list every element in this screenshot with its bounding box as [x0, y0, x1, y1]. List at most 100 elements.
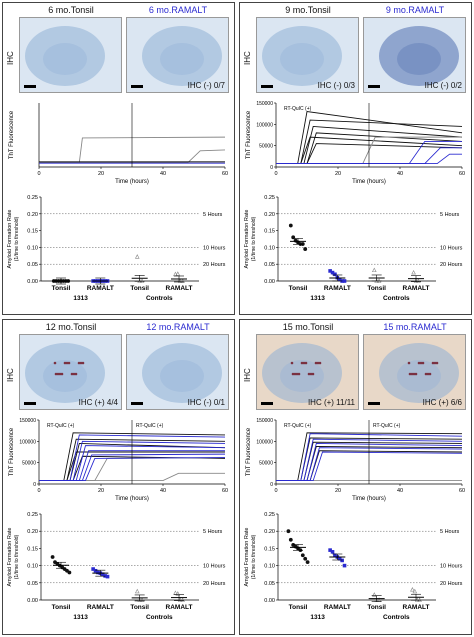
- data-point-ramalt: [91, 567, 95, 571]
- ramalt-tissue-svg: [142, 26, 222, 86]
- data-point-tonsil: [50, 555, 55, 559]
- y-tick-label: 0.00: [27, 598, 38, 604]
- x-axis-label: Time (hours): [115, 496, 149, 502]
- reference-label: 20 Hours: [203, 581, 226, 587]
- data-point-ramalt: [330, 550, 335, 554]
- series-line-ramalt: [276, 451, 463, 482]
- data-point-control: [137, 597, 142, 602]
- tonsil-ihc-image: IHC (+) 11/11: [256, 334, 359, 410]
- prp-deposit: [290, 361, 294, 365]
- data-point-control: [416, 278, 421, 283]
- ihc-result-label: IHC (-) 0/2: [424, 81, 462, 90]
- tissue-region: [25, 26, 105, 86]
- tonsil-tissue-svg: [25, 26, 105, 86]
- y-axis-label: ThT Fluorescence: [246, 110, 252, 159]
- y-tick-label: 0: [270, 165, 273, 171]
- prp-deposit: [293, 372, 297, 376]
- x-tick-label: 0: [274, 171, 277, 177]
- y-tick-label: 0.25: [264, 195, 275, 201]
- reference-label: 10 Hours: [203, 564, 226, 570]
- y-tick-label: 0: [270, 482, 273, 488]
- ramalt-tissue-svg: [379, 343, 459, 403]
- y-tick-label: 150000: [256, 101, 273, 107]
- prp-deposit: [300, 361, 304, 365]
- y-tick-label: 0.15: [264, 546, 275, 552]
- amyloid-rate-scatter: Amyloid Formation Rate (1/time to thresho…: [244, 512, 463, 621]
- tonsil-title: 9 mo.Tonsil: [285, 5, 331, 15]
- prp-deposit: [79, 361, 83, 365]
- category-label: Tonsil: [367, 285, 386, 292]
- y-tick-label: 0: [33, 482, 36, 488]
- prp-deposit: [419, 361, 423, 365]
- data-point-ramalt: [340, 558, 344, 563]
- y-tick-label: 50000: [259, 461, 273, 467]
- prp-deposit: [433, 361, 437, 365]
- prp-deposit: [414, 372, 418, 376]
- scale-bar: [131, 85, 143, 88]
- x-tick-label: 60: [459, 171, 465, 177]
- x-axis-label: Time (hours): [352, 496, 386, 502]
- data-point-control: [371, 267, 377, 273]
- ramalt-title: 9 mo.RAMALT: [385, 5, 445, 15]
- prp-deposit: [304, 361, 308, 365]
- data-point-control: [180, 278, 185, 283]
- y-tick-label: 0.25: [264, 512, 275, 518]
- ramalt-ihc-image: IHC (-) 0/7: [126, 17, 229, 93]
- data-point-control: [139, 278, 145, 283]
- category-label: RAMALT: [324, 604, 351, 611]
- prp-deposit: [316, 361, 320, 365]
- x-tick-label: 20: [98, 171, 104, 177]
- y-tick-label: 0.00: [264, 279, 275, 285]
- category-label: Tonsil: [52, 604, 71, 611]
- scale-bar: [24, 85, 36, 88]
- x-tick-label: 60: [459, 488, 465, 494]
- y-tick-label: 100000: [256, 439, 273, 445]
- category-label: Tonsil: [130, 604, 149, 611]
- y-tick-label: 100000: [19, 439, 36, 445]
- category-label: Tonsil: [289, 285, 308, 292]
- follicle-region: [43, 43, 87, 75]
- tonsil-tissue-svg: [25, 343, 105, 403]
- prp-deposit: [408, 372, 412, 376]
- tht-fluorescence-chart: ThT Fluorescence 0 20 40 60 0 50000 100000 15000…: [9, 418, 228, 502]
- tht-fluorescence-chart: ThT Fluorescence 0 20 40 60 0 50000 100000 15000…: [246, 101, 465, 185]
- data-point-ramalt: [105, 574, 110, 579]
- series-line-control: [39, 472, 225, 482]
- ihc-result-label: IHC (-) 0/1: [187, 398, 225, 407]
- prp-deposit: [58, 372, 62, 376]
- y-tick-label: 150000: [256, 418, 273, 424]
- ihc-result-label: IHC (+) 6/6: [422, 398, 462, 407]
- scale-bar: [368, 402, 380, 405]
- data-point-control: [180, 597, 185, 602]
- y-tick-label: 0.15: [27, 546, 38, 552]
- prp-deposit: [302, 361, 306, 365]
- scale-bar: [368, 85, 380, 88]
- ihc-result-label: IHC (-) 0/7: [187, 81, 225, 90]
- y-axis-label: Amyloid Formation Rate: [7, 210, 13, 269]
- follicle-region: [397, 43, 441, 75]
- category-label: RAMALT: [324, 285, 351, 292]
- group-label: Controls: [383, 295, 410, 302]
- scale-bar: [131, 402, 143, 405]
- prp-deposit: [67, 361, 71, 365]
- y-tick-label: 0.20: [27, 212, 38, 218]
- x-tick-label: 40: [160, 488, 166, 494]
- category-label: Tonsil: [289, 604, 308, 611]
- prp-deposit: [295, 372, 299, 376]
- data-point-control: [134, 588, 140, 594]
- ihc-side-label: IHC: [243, 368, 252, 382]
- prp-deposit: [426, 372, 430, 376]
- reference-label: 20 Hours: [440, 581, 463, 587]
- data-point-control: [412, 588, 418, 594]
- data-point-ramalt: [342, 279, 347, 283]
- scale-bar: [261, 85, 273, 88]
- category-label: Tonsil: [367, 604, 386, 611]
- y-tick-label: 0.15: [264, 229, 275, 235]
- prp-deposit: [417, 361, 421, 365]
- prp-deposit: [65, 361, 69, 365]
- tissue-region: [379, 26, 459, 86]
- tissue-region: [262, 343, 342, 403]
- y-tick-label: 0.25: [27, 195, 38, 201]
- category-label: RAMALT: [403, 285, 430, 292]
- x-tick-label: 40: [160, 171, 166, 177]
